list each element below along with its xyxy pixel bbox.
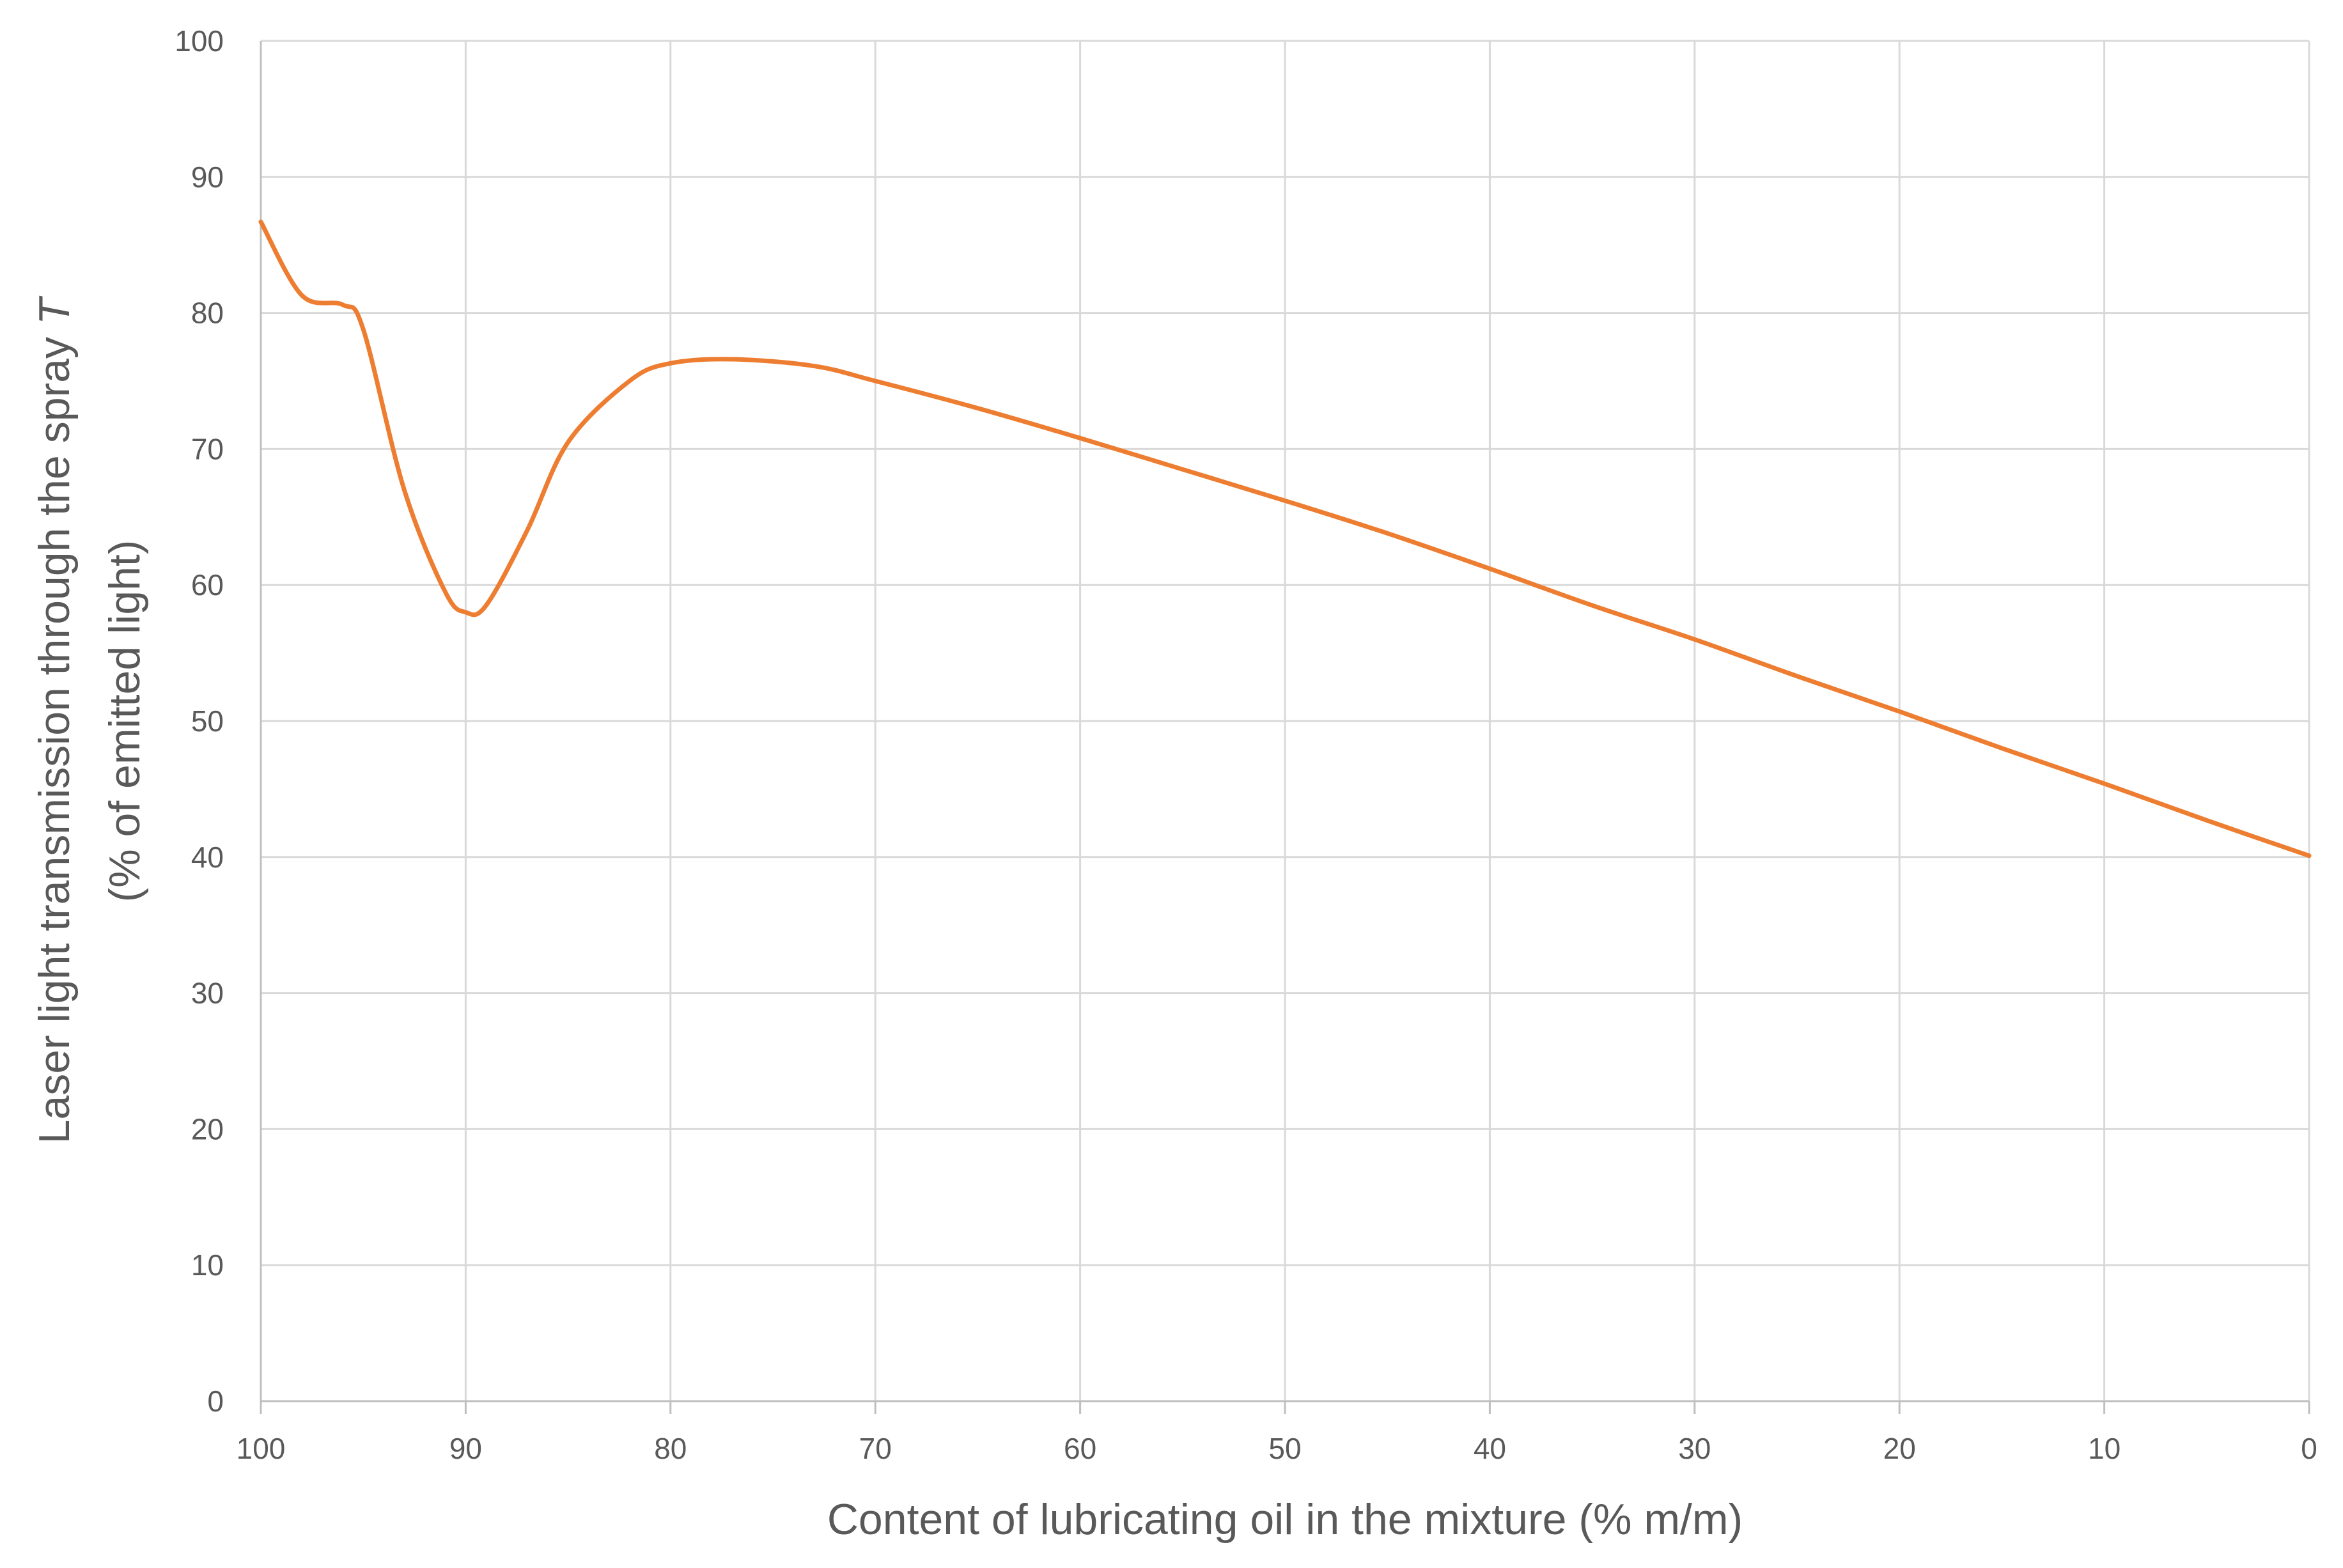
x-tick-label: 10: [2088, 1432, 2121, 1465]
y-tick-label: 0: [207, 1385, 224, 1418]
y-tick-label: 40: [191, 841, 224, 874]
x-tick-label: 40: [1474, 1432, 1506, 1465]
x-tick-label: 20: [1883, 1432, 1916, 1465]
grid-lines: [261, 40, 2310, 1401]
y-tick-label: 50: [191, 704, 224, 738]
y-tick-label: 30: [191, 977, 224, 1010]
y-tick-label: 100: [175, 24, 224, 58]
x-tick-label: 50: [1268, 1432, 1301, 1465]
x-tick-label: 60: [1064, 1432, 1096, 1465]
y-tick-label: 20: [191, 1112, 224, 1145]
y-tick-label: 10: [191, 1248, 224, 1282]
y-tick-label: 70: [191, 432, 224, 465]
x-tick-label: 30: [1678, 1432, 1711, 1465]
y-axis-title: Laser light transmission through the spr…: [30, 295, 149, 1144]
x-tick-label: 70: [859, 1432, 892, 1465]
y-tick-label: 90: [191, 160, 224, 194]
y-axis-title-text: Laser light transmission through the spr…: [30, 325, 79, 1144]
y-tick-label: 60: [191, 568, 224, 602]
x-axis-title: Content of lubricating oil in the mixtur…: [827, 1495, 1743, 1544]
series: [258, 219, 2312, 858]
x-tick-label: 100: [237, 1432, 286, 1465]
x-tick-label: 80: [654, 1432, 687, 1465]
y-tick-label: 80: [191, 297, 224, 330]
axes: [260, 41, 2310, 1414]
y-axis-title-line2: (% of emitted light): [100, 540, 149, 903]
x-tick-label: 0: [2301, 1432, 2317, 1465]
y-axis-title-line1: Laser light transmission through the spr…: [30, 295, 79, 1144]
y-axis-title-symbol: T: [30, 295, 79, 325]
series-line: [258, 219, 2312, 858]
x-tick-label: 90: [449, 1432, 482, 1465]
